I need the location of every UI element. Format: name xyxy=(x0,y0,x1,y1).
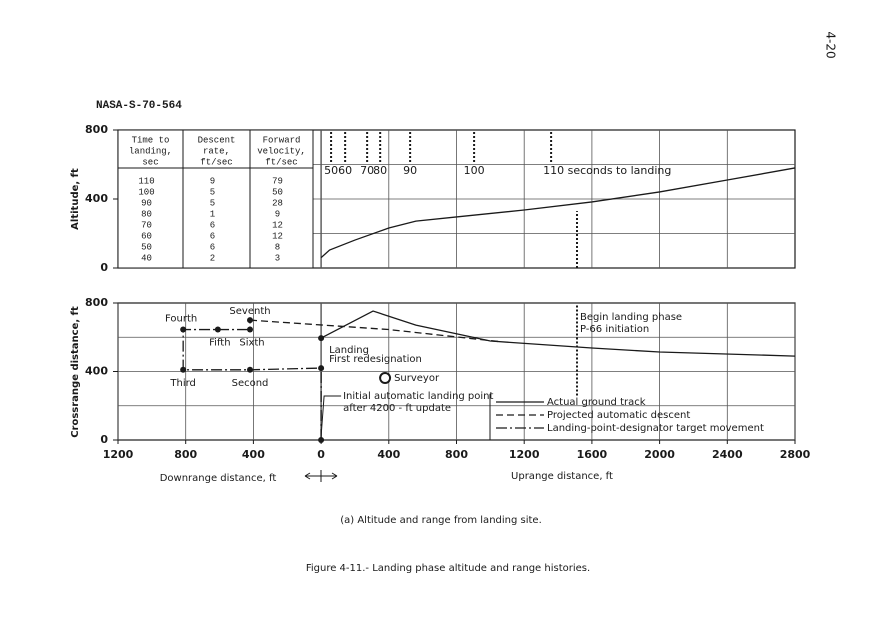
point-marker xyxy=(180,326,187,333)
x-tick-label: 2400 xyxy=(712,448,743,461)
x-tick-label: 800 xyxy=(174,448,197,461)
table-cell: 50 xyxy=(272,187,283,197)
table-cell: 1 xyxy=(210,209,215,219)
x-tick-label: 800 xyxy=(445,448,468,461)
table-cell: 9 xyxy=(210,176,215,186)
table-header: ft/sec xyxy=(200,157,232,167)
table-cell: 3 xyxy=(275,253,280,263)
point-marker xyxy=(214,326,221,333)
table xyxy=(117,129,314,269)
table-header: Time to xyxy=(132,135,170,145)
x-tick-label: 1200 xyxy=(509,448,540,461)
page-number: 4-20 xyxy=(824,31,838,58)
table-cell: 79 xyxy=(272,176,283,186)
time-marker-label: 110 seconds to landing xyxy=(543,164,671,177)
caption: (a) Altitude and range from landing site… xyxy=(340,515,542,526)
point-label: after 4200 - ft update xyxy=(343,403,451,414)
point-marker xyxy=(247,317,254,324)
landmark-label: Surveyor xyxy=(394,373,440,384)
point-label: Landing xyxy=(329,345,369,356)
phase-label: P-66 initiation xyxy=(580,324,649,335)
table-cell: 40 xyxy=(141,253,152,263)
time-marker-label: 80 xyxy=(373,164,387,177)
table-cell: 80 xyxy=(141,209,152,219)
time-marker-label: 50 xyxy=(324,164,338,177)
x-tick-label: 1600 xyxy=(577,448,608,461)
y-tick-label: 800 xyxy=(85,296,108,309)
table-cell: 12 xyxy=(272,231,283,241)
table-cell: 5 xyxy=(210,198,215,208)
leader-arrow xyxy=(320,395,342,437)
time-marker-label: 100 xyxy=(464,164,485,177)
legend-label: Actual ground track xyxy=(547,397,646,408)
direction-arrow xyxy=(304,470,338,482)
point-label: First redesignation xyxy=(329,354,422,365)
point-label: Sixth xyxy=(239,338,264,349)
table-cell: 5 xyxy=(210,187,215,197)
table-header: Forward xyxy=(263,135,301,145)
table-cell: 100 xyxy=(138,187,154,197)
x-tick-label: 2000 xyxy=(644,448,675,461)
table-cell: 6 xyxy=(210,231,215,241)
time-marker-label: 70 xyxy=(360,164,374,177)
point-marker xyxy=(318,437,325,443)
x-tick-label: 0 xyxy=(317,448,325,461)
series-line xyxy=(320,167,796,259)
y-tick-label: 400 xyxy=(85,365,108,378)
x-tick-label: 400 xyxy=(377,448,400,461)
legend-label: Projected automatic descent xyxy=(547,410,690,421)
document-id: NASA-S-70-564 xyxy=(96,100,182,112)
y-tick-label: 400 xyxy=(85,192,108,205)
table-cell: 6 xyxy=(210,220,215,230)
point-label: Fourth xyxy=(165,314,197,325)
point-label: Third xyxy=(169,378,196,389)
table-header: Descent xyxy=(198,135,236,145)
table-cell: 2 xyxy=(210,253,215,263)
point-marker xyxy=(318,335,325,342)
x-axis-label: Downrange distance, ft xyxy=(160,473,277,484)
table-header: landing, xyxy=(129,146,172,156)
table-cell: 6 xyxy=(210,242,215,252)
series-line xyxy=(182,320,322,440)
table-cell: 70 xyxy=(141,220,152,230)
point-label: Initial automatic landing point xyxy=(343,391,493,402)
table-cell: 8 xyxy=(275,242,280,252)
table-header: velocity, xyxy=(257,146,306,156)
table-cell: 90 xyxy=(141,198,152,208)
table-header: ft/sec xyxy=(265,157,297,167)
y-axis-label: Altitude, ft xyxy=(70,168,81,230)
series-line xyxy=(249,319,499,343)
table-header: rate, xyxy=(203,146,230,156)
x-tick-label: 2800 xyxy=(780,448,811,461)
y-axis-label: Crossrange distance, ft xyxy=(70,306,81,438)
figure-caption: Figure 4-11.- Landing phase altitude and… xyxy=(306,563,590,574)
table-cell: 12 xyxy=(272,220,283,230)
y-tick-label: 800 xyxy=(85,123,108,136)
x-tick-label: 1200 xyxy=(103,448,134,461)
time-marker-label: 60 xyxy=(338,164,352,177)
phase-label: Begin landing phase xyxy=(580,312,682,323)
landmark xyxy=(379,372,392,385)
point-marker xyxy=(247,326,254,333)
table-cell: 9 xyxy=(275,209,280,219)
x-axis-label: Uprange distance, ft xyxy=(511,471,613,482)
x-tick-label: 400 xyxy=(242,448,265,461)
point-label: Second xyxy=(232,378,269,389)
y-tick-label: 0 xyxy=(100,261,108,274)
y-tick-label: 0 xyxy=(100,433,108,446)
time-marker-label: 90 xyxy=(403,164,417,177)
point-marker xyxy=(318,365,325,372)
legend-label: Landing-point-designator target movement xyxy=(547,423,764,434)
table-cell: 110 xyxy=(138,176,154,186)
table-cell: 28 xyxy=(272,198,283,208)
point-label: Seventh xyxy=(229,306,270,317)
table-cell: 50 xyxy=(141,242,152,252)
table-cell: 60 xyxy=(141,231,152,241)
point-label: Fifth xyxy=(209,338,230,349)
point-marker xyxy=(180,366,187,373)
series-line xyxy=(320,310,796,357)
table-header: sec xyxy=(142,157,158,167)
point-marker xyxy=(247,366,254,373)
